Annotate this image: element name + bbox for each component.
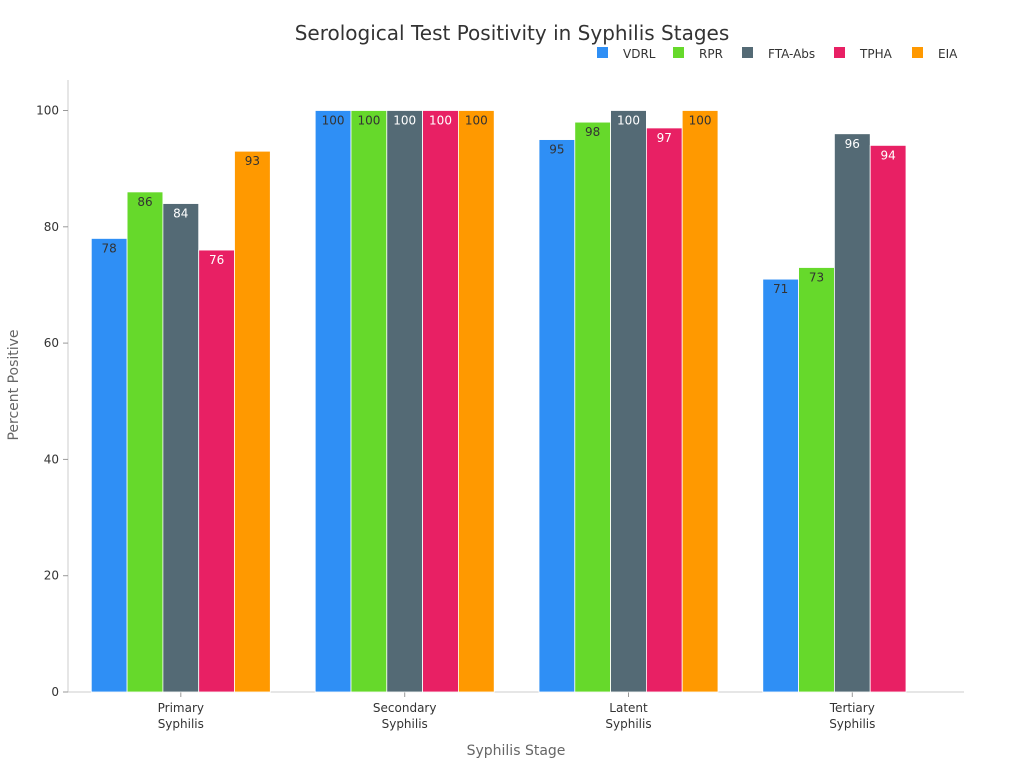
legend-item-rpr[interactable]: RPR	[673, 47, 723, 61]
bar-value-label: 73	[809, 271, 824, 285]
x-tick-label: Secondary Syphilis	[373, 701, 437, 731]
bar-tpha	[869, 144, 907, 693]
legend-label: VDRL	[623, 47, 656, 61]
legend-swatch	[673, 47, 684, 58]
bars	[90, 110, 907, 693]
bar-value-label: 78	[102, 241, 117, 255]
bar-rpr	[798, 267, 835, 693]
bar-eia	[234, 150, 271, 693]
bar-value-label: 86	[137, 195, 152, 209]
legend-label: EIA	[938, 47, 958, 61]
bar-value-label: 100	[429, 114, 452, 128]
bar-vdrl	[538, 139, 576, 693]
bar-fta-abs	[386, 110, 423, 693]
bar-tpha	[422, 110, 459, 693]
legend-label: FTA-Abs	[768, 47, 815, 61]
bar-labels: 78 86 84 76 93 100 100 100 100 100 95 98 100 97 100 71 7…	[102, 114, 896, 297]
y-tick-label: 80	[44, 220, 59, 234]
bar-eia	[681, 110, 719, 693]
bar-rpr	[126, 191, 164, 693]
x-tick-label: Latent Syphilis	[605, 701, 651, 731]
y-tick-label: 60	[44, 336, 59, 350]
y-tick-label: 20	[44, 569, 59, 583]
bar-value-label: 100	[322, 114, 345, 128]
legend-item-fta-abs[interactable]: FTA-Abs	[742, 47, 815, 61]
legend-item-tpha[interactable]: TPHA	[834, 47, 893, 61]
bar-value-label: 100	[617, 114, 640, 128]
bar-tpha	[646, 127, 683, 693]
legend-swatch	[834, 47, 845, 58]
y-tick-label: 40	[44, 452, 59, 466]
bar-value-label: 93	[245, 154, 260, 168]
legend: VDRL RPR FTA-Abs TPHA EIA	[597, 47, 958, 61]
bar-value-label: 98	[585, 125, 600, 139]
bar-fta-abs	[834, 133, 871, 693]
legend-swatch	[742, 47, 753, 58]
bar-value-label: 100	[357, 114, 380, 128]
x-axis-title: Syphilis Stage	[467, 743, 566, 759]
bar-eia	[457, 110, 495, 693]
bar-vdrl	[90, 238, 128, 693]
x-tick-label: Tertiary Syphilis	[829, 701, 876, 731]
y-tick-label: 100	[36, 104, 59, 118]
bar-rpr	[350, 110, 388, 693]
bar-value-label: 95	[549, 143, 564, 157]
legend-item-vdrl[interactable]: VDRL	[597, 47, 656, 61]
bar-value-label: 100	[689, 114, 712, 128]
bar-value-label: 71	[773, 282, 788, 296]
bar-value-label: 100	[465, 114, 488, 128]
bar-value-label: 94	[880, 148, 895, 162]
legend-label: TPHA	[859, 47, 893, 61]
bar-rpr	[574, 121, 611, 693]
legend-swatch	[912, 47, 923, 58]
legend-swatch	[597, 47, 608, 58]
bar-tpha	[198, 249, 235, 693]
legend-item-eia[interactable]: EIA	[912, 47, 958, 61]
bar-value-label: 84	[173, 207, 188, 221]
x-tick-label: Primary Syphilis	[158, 701, 204, 731]
bar-fta-abs	[610, 110, 647, 693]
bar-value-label: 76	[209, 253, 224, 267]
y-tick-label: 0	[51, 685, 59, 699]
chart-title: Serological Test Positivity in Syphilis …	[295, 21, 730, 45]
y-axis-title: Percent Positive	[6, 329, 22, 440]
bar-fta-abs	[162, 203, 200, 693]
legend-label: RPR	[699, 47, 723, 61]
bar-vdrl	[762, 278, 799, 693]
bar-vdrl	[314, 110, 352, 693]
bar-value-label: 97	[657, 131, 672, 145]
bar-value-label: 96	[845, 137, 860, 151]
bar-value-label: 100	[393, 114, 416, 128]
